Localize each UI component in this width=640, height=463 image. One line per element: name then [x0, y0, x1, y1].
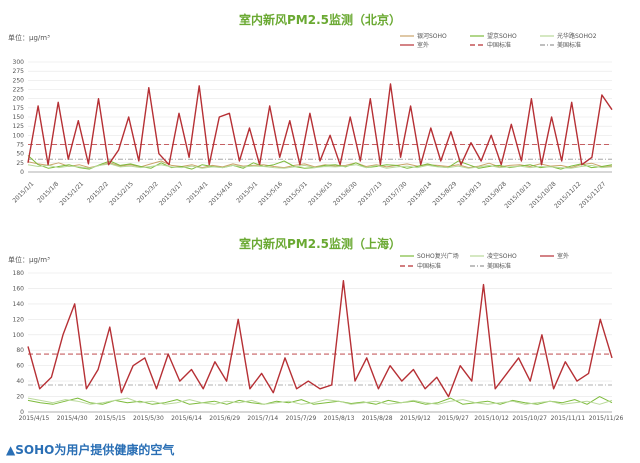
legend-label: 银河SOHO	[417, 32, 447, 40]
y-tick-label: 300	[13, 59, 25, 66]
y-tick-label: 0	[20, 169, 24, 176]
x-tick-label: 2015/5/15	[95, 415, 126, 422]
series-line	[27, 397, 613, 405]
y-tick-label: 225	[13, 87, 25, 94]
legend-label: 室外	[557, 252, 569, 260]
y-tick-label: 150	[13, 114, 25, 121]
x-tick-label: 2015/9/12	[400, 415, 431, 422]
series-line	[27, 160, 613, 169]
legend-label: 光华路SOHO2	[557, 32, 597, 40]
legend-label: 中国标准	[417, 262, 441, 270]
x-tick-label: 2015/4/30	[57, 415, 88, 422]
x-tick-label: 2015/11/27	[578, 180, 608, 210]
x-tick-label: 2015/8/28	[362, 415, 393, 422]
y-tick-label: 160	[13, 285, 25, 292]
x-tick-label: 2015/5/30	[133, 415, 164, 422]
y-tick-label: 100	[13, 332, 25, 339]
y-unit-label: 单位：μg/m³	[8, 255, 50, 264]
y-tick-label: 40	[16, 378, 24, 385]
x-tick-label: 2015/5/31	[282, 180, 309, 207]
y-tick-label: 25	[16, 160, 24, 167]
x-tick-label: 2015/4/1	[185, 180, 209, 204]
y-tick-label: 80	[16, 347, 24, 354]
y-tick-label: 75	[16, 142, 24, 149]
x-tick-label: 2015/6/30	[332, 180, 359, 207]
y-tick-label: 275	[13, 68, 25, 75]
x-tick-label: 2015/8/14	[407, 180, 434, 207]
y-unit-label: 单位：μg/m³	[8, 33, 50, 42]
x-tick-label: 2015/6/14	[171, 415, 202, 422]
series-line	[27, 163, 613, 169]
x-tick-label: 2015/7/29	[286, 415, 317, 422]
x-tick-label: 2015/8/13	[324, 415, 355, 422]
legend-label: 美国标准	[557, 41, 581, 49]
y-tick-label: 125	[13, 123, 25, 130]
x-tick-label: 2015/4/15	[19, 415, 50, 422]
figure-caption: ▲SOHO为用户提供健康的空气	[6, 443, 175, 457]
x-tick-label: 2015/7/14	[247, 415, 278, 422]
x-tick-label: 2015/11/11	[551, 415, 586, 422]
x-tick-label: 2015/2/2	[86, 180, 110, 204]
y-tick-label: 250	[13, 77, 25, 84]
y-tick-label: 60	[16, 363, 24, 370]
legend-label: 中国标准	[487, 41, 511, 49]
series-line	[27, 396, 613, 405]
x-tick-label: 2015/7/13	[357, 180, 384, 207]
chart-title: 室内新风PM2.5监测（北京）	[239, 12, 401, 27]
y-tick-label: 180	[13, 270, 25, 277]
y-tick-label: 20	[16, 394, 24, 401]
x-tick-label: 2015/1/8	[36, 180, 60, 204]
x-tick-label: 2015/5/1	[235, 180, 259, 204]
x-tick-label: 2015/3/2	[136, 180, 160, 204]
x-tick-label: 2015/4/16	[208, 180, 235, 207]
series-line	[27, 83, 613, 166]
legend-label: 望京SOHO	[487, 32, 517, 40]
x-tick-label: 2015/6/29	[209, 415, 240, 422]
legend-label: 美国标准	[487, 262, 511, 270]
y-tick-label: 120	[13, 316, 25, 323]
legend-label: 凌空SOHO	[487, 252, 517, 260]
x-tick-label: 2015/7/30	[382, 180, 409, 207]
x-tick-label: 2015/8/29	[431, 180, 458, 207]
y-tick-label: 0	[20, 409, 24, 416]
x-tick-label: 2015/6/15	[307, 180, 334, 207]
x-tick-label: 2015/9/13	[456, 180, 483, 207]
x-tick-label: 2015/10/12	[474, 415, 509, 422]
x-tick-label: 2015/9/27	[438, 415, 469, 422]
chart-title: 室内新风PM2.5监测（上海）	[239, 236, 401, 251]
y-tick-label: 50	[16, 151, 24, 158]
x-tick-label: 2015/11/26	[589, 415, 624, 422]
x-tick-label: 2015/1/21	[58, 180, 85, 207]
x-tick-label: 2015/1/1	[11, 180, 35, 204]
y-tick-label: 200	[13, 96, 25, 103]
y-tick-label: 175	[13, 105, 25, 112]
legend-label: 室外	[417, 41, 429, 49]
x-tick-label: 2015/2/15	[108, 180, 135, 207]
x-tick-label: 2015/10/27	[512, 415, 547, 422]
y-tick-label: 100	[13, 132, 25, 139]
legend-label: SOHO复兴广场	[417, 252, 459, 260]
series-line	[27, 280, 613, 398]
x-tick-label: 2015/5/16	[257, 180, 284, 207]
x-tick-label: 2015/3/17	[158, 180, 185, 207]
y-tick-label: 140	[13, 301, 25, 308]
